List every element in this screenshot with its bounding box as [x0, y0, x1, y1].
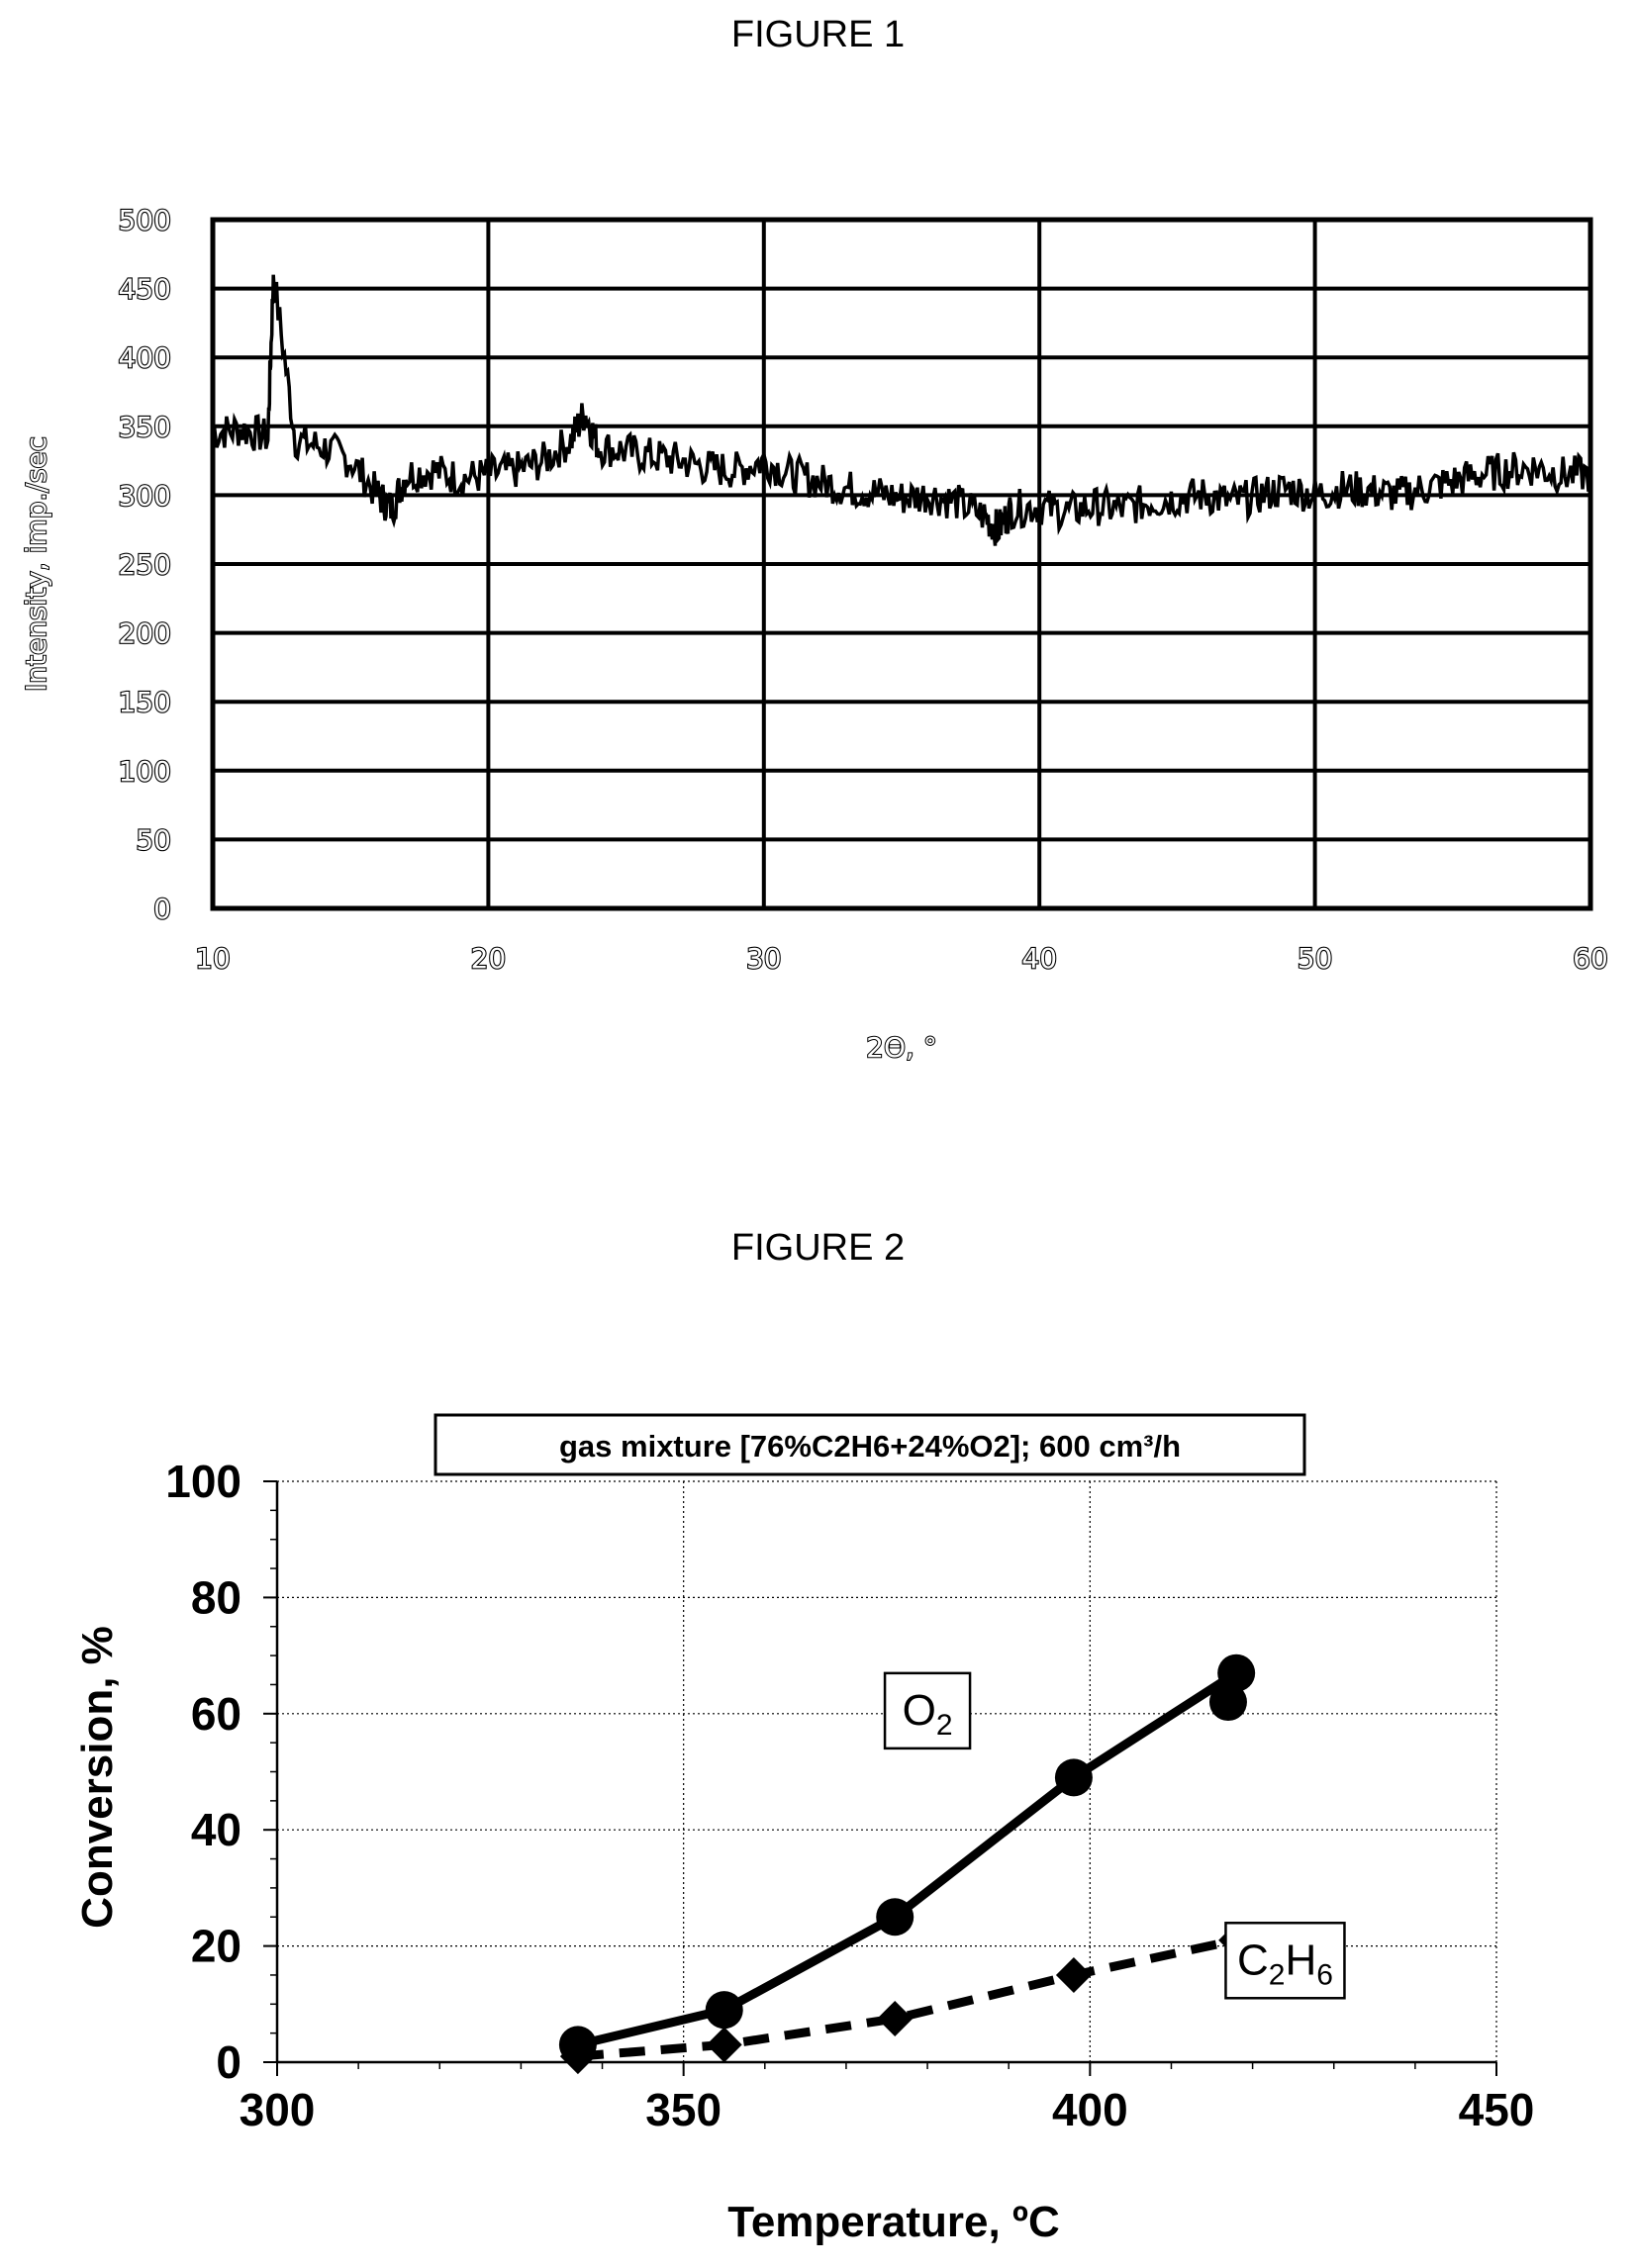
figure-1-y-tick-label: 0: [153, 893, 171, 925]
series-label-box-c2h6: [1224, 1922, 1346, 2000]
figure-1-x-tick-label: 50: [1298, 942, 1333, 975]
figure-2-y-tick-label: 60: [191, 1688, 241, 1740]
figure-2-y-tick-label: 40: [191, 1804, 241, 1855]
data-point-o2: [705, 1991, 743, 2030]
figure-2-title-box: [433, 1413, 1306, 1476]
data-point-c2h6: [559, 2038, 596, 2075]
data-point-o2: [1217, 1654, 1256, 1692]
figure-2-chart: gas mixture [76%C2H6+24%O2]; 600 cm³/h 0…: [73, 1413, 1535, 2246]
figure-2-y-tick-labels: 0 20 40 60 80 100: [165, 1456, 241, 2088]
figure-1-y-tick-label: 450: [119, 273, 171, 306]
series-label-part: 2: [1269, 1958, 1286, 1991]
series-label-part: C: [1237, 1936, 1269, 1984]
figure-2-x-axis-label: Temperature, ºC: [727, 2198, 1060, 2246]
figure-1-y-tick-labels: 0 50 100 150 200 250 300 350 400 450 500: [117, 203, 172, 926]
figure-2-y-tick-label: 20: [191, 1921, 241, 1972]
figure-1-y-tick-label: 400: [119, 341, 171, 374]
figure-2-x-tick-label: 400: [1052, 2084, 1128, 2135]
figure-1-x-tick-label: 40: [1021, 942, 1057, 975]
figure-1-x-tick-label: 60: [1573, 942, 1608, 975]
figure-1-y-tick-label: 100: [119, 755, 171, 788]
data-point-o2: [876, 1898, 914, 1937]
figure-1-series-line: [211, 274, 1592, 546]
figure-1-title: FIGURE 1: [730, 14, 906, 55]
series-label-box-o2: [883, 1671, 972, 1750]
figure-1-x-tick-labels: 10 20 30 40 50 60: [194, 941, 1609, 976]
data-point-c2h6: [706, 2027, 742, 2063]
figure-2-x-tick-label: 300: [240, 2084, 316, 2135]
figure-1-y-tick-label: 200: [119, 617, 171, 650]
figure-2-y-axis-label: Conversion, %: [73, 1626, 122, 1929]
series-label-part: H: [1285, 1936, 1316, 1984]
figure-1-chart: 0 50 100 150 200 250 300 350 400 450 500 10 20 30 40 5…: [19, 203, 1609, 1065]
figure-2-x-tick-labels: 300 350 400 450: [240, 2084, 1535, 2135]
series-label-c2h6: C2H6: [1237, 1936, 1333, 1991]
data-point-c2h6: [877, 2000, 914, 2036]
figure-2-y-tick-label: 100: [165, 1456, 241, 1507]
data-point-o2: [1208, 1683, 1247, 1722]
figure-2-y-tick-label: 80: [191, 1571, 241, 1623]
series-label-part: O: [903, 1686, 936, 1735]
figure-1-x-axis-label: 2Θ, °: [866, 1031, 937, 1064]
figure-1-x-tick-label: 30: [746, 942, 782, 975]
figure-1-y-tick-label: 300: [119, 479, 171, 512]
data-point-o2: [1054, 1758, 1093, 1797]
figure-2-x-tick-label: 450: [1459, 2084, 1535, 2135]
series-label-part: 2: [936, 1709, 953, 1742]
figure-2-chart-title: gas mixture [76%C2H6+24%O2]; 600 cm³/h: [559, 1429, 1181, 1464]
data-point-c2h6: [1055, 1956, 1092, 1993]
figure-1-y-tick-label: 50: [136, 823, 171, 856]
figure-1-y-tick-label: 250: [119, 548, 171, 581]
series-label-part: 6: [1316, 1958, 1333, 1991]
series-line-c2h6: [577, 1936, 1238, 2061]
figure-2-y-tick-label: 0: [216, 2036, 241, 2088]
figure-1-x-tick-label: 10: [195, 942, 231, 975]
figure-2-x-tick-label: 350: [645, 2084, 722, 2135]
figure-1-x-tick-label: 20: [471, 942, 507, 975]
figure-1-grid: [211, 218, 1592, 910]
figure-1-y-tick-label: 350: [119, 411, 171, 443]
figure-2-series: [558, 1654, 1256, 2075]
figure-1-plot-frame: [210, 217, 1593, 911]
figure-1-y-axis-label: Intensity, imp./sec: [20, 436, 52, 692]
figure-1-y-tick-label: 500: [119, 204, 171, 236]
figure-2-title: FIGURE 2: [730, 1227, 906, 1269]
series-label-o2: O2: [903, 1686, 953, 1742]
figure-1-y-tick-label: 150: [119, 686, 171, 718]
figure-2-axes: [263, 1480, 1497, 2076]
